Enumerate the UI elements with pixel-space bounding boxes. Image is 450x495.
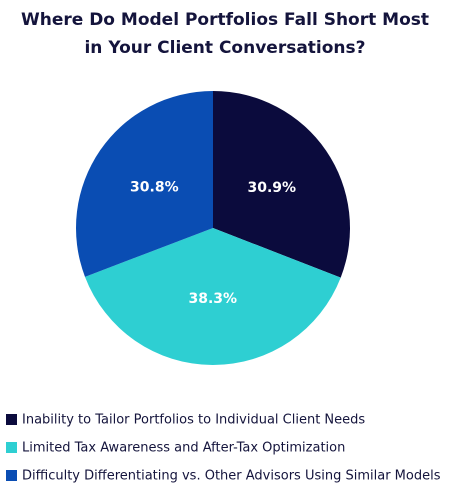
legend-label: Difficulty Differentiating vs. Other Adv…: [22, 469, 441, 484]
legend-label: Limited Tax Awareness and After-Tax Opti…: [22, 441, 345, 456]
data-label: 38.3%: [188, 291, 237, 307]
pie-slice: [75, 90, 213, 277]
legend-swatch: [6, 470, 17, 481]
data-label: 30.8%: [130, 180, 179, 196]
legend-label: Inability to Tailor Portfolios to Indivi…: [22, 413, 365, 428]
legend-swatch: [6, 414, 17, 425]
chart-title: Where Do Model Portfolios Fall Short Mos…: [20, 10, 430, 58]
pie-slice: [213, 91, 350, 278]
legend-swatch: [6, 442, 17, 453]
pie-slice: [84, 228, 341, 366]
data-label: 30.9%: [248, 180, 297, 196]
